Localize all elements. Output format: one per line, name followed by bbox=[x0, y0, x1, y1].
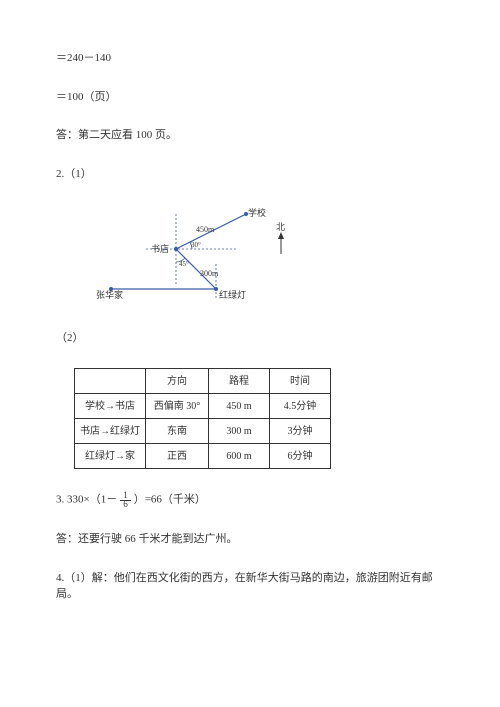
label-300m: 300m bbox=[200, 269, 219, 278]
label-zhanghua: 张华家 bbox=[96, 289, 123, 300]
label-trafficlight: 红绿灯 bbox=[219, 289, 246, 300]
table-row: 红绿灯→家 正西 600 m 6分钟 bbox=[75, 444, 331, 469]
label-north: 北 bbox=[276, 222, 285, 232]
document-body: ＝240－140 ＝100（页） 答：第二天应看 100 页。 2.（1） bbox=[0, 0, 500, 603]
route-table: 方向 路程 时间 学校→书店 西偏南 30° 450 m 4.5分钟 书店→红绿… bbox=[74, 368, 444, 469]
q3-prefix: 3. 330×（1－ bbox=[56, 494, 117, 506]
calc-step-2: ＝100（页） bbox=[56, 89, 444, 106]
th-distance: 路程 bbox=[209, 369, 270, 394]
fraction-denominator: 6 bbox=[120, 499, 131, 509]
calc-step-1: ＝240－140 bbox=[56, 50, 444, 67]
th-blank bbox=[75, 369, 146, 394]
fraction: 16 bbox=[120, 491, 131, 509]
q3-suffix: ）=66（千米） bbox=[134, 494, 206, 506]
th-direction: 方向 bbox=[146, 369, 209, 394]
q3-expression: 3. 330×（1－16）=66（千米） bbox=[56, 491, 444, 509]
table-header-row: 方向 路程 时间 bbox=[75, 369, 331, 394]
label-450m: 450m bbox=[196, 225, 215, 234]
label-school: 学校 bbox=[248, 207, 266, 218]
label-45deg: 45° bbox=[179, 260, 189, 268]
label-bookstore: 书店 bbox=[151, 243, 169, 254]
label-30deg: 30° bbox=[191, 241, 201, 249]
q2-sublabel: （2） bbox=[56, 330, 444, 347]
answer-3: 答：还要行驶 66 千米才能到达广州。 bbox=[56, 531, 444, 548]
table-row: 学校→书店 西偏南 30° 450 m 4.5分钟 bbox=[75, 394, 331, 419]
th-time: 时间 bbox=[270, 369, 331, 394]
route-diagram: 学校 书店 红绿灯 张华家 北 450m 300m 30° 45° bbox=[96, 204, 444, 310]
table-row: 书店→红绿灯 东南 300 m 3分钟 bbox=[75, 419, 331, 444]
q2-label: 2.（1） bbox=[56, 166, 444, 183]
q4-text: 4.（1）解：他们在西文化街的西方，在新华大街马路的南边，旅游团附近有邮局。 bbox=[56, 570, 444, 603]
answer-1: 答：第二天应看 100 页。 bbox=[56, 127, 444, 144]
